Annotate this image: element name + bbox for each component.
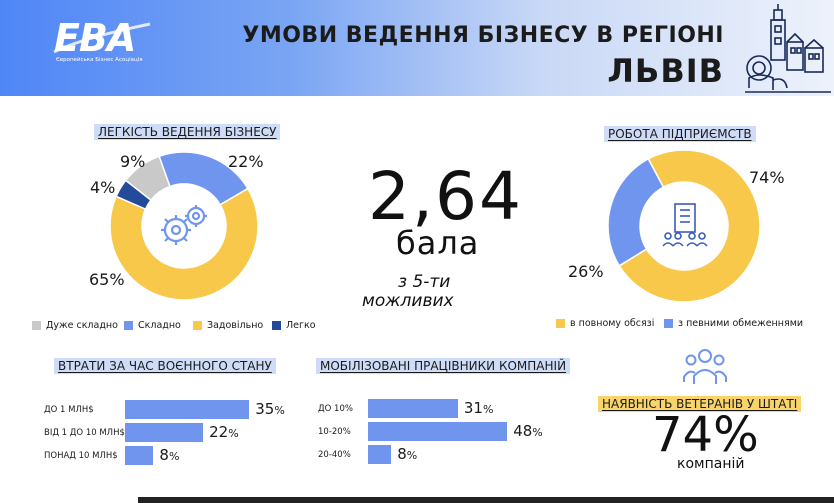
mobilized-title: МОБІЛІЗОВАНІ ПРАЦІВНИКИ КОМПАНІЙ <box>316 358 571 374</box>
operation-pct-full: 74% <box>749 168 785 187</box>
mobilized-label-1: 10-20% <box>318 427 351 437</box>
score-note-line1: з 5-ти <box>398 272 451 292</box>
losses-bar-1 <box>125 423 204 442</box>
losses-value-1: 22% <box>209 423 239 441</box>
ease-pct-hard: 22% <box>228 152 264 171</box>
losses-bar-0 <box>125 400 250 419</box>
bottom-dark-strip <box>138 497 834 503</box>
mobilized-value-2: 8% <box>397 445 418 463</box>
losses-label-2: ПОНАД 10 МЛН$ <box>44 451 118 461</box>
eba-logo-mark <box>53 22 151 54</box>
eba-logo: EBA <box>54 16 136 60</box>
mobilized-bar-1 <box>368 422 508 441</box>
operation-pct-limited: 26% <box>568 262 604 281</box>
page-title: УМОВИ ВЕДЕННЯ БІЗНЕСУ В РЕГІОНІ <box>242 23 724 48</box>
veterans-value: 74% <box>652 407 759 463</box>
operation-donut-chart <box>608 150 760 302</box>
ease-pct-easy: 4% <box>90 178 116 197</box>
mobilized-label-2: 20-40% <box>318 450 351 460</box>
lviv-lion-city-icon <box>745 4 831 93</box>
ease-pct-satisfactory: 65% <box>89 270 125 289</box>
losses-title: ВТРАТИ ЗА ЧАС ВОЄННОГО СТАНУ <box>54 358 276 374</box>
mobilized-bar-0 <box>368 399 458 418</box>
ease-legend-easy: Легко <box>272 320 316 331</box>
mobilized-value-1: 48% <box>513 422 543 440</box>
ease-donut-chart <box>110 152 258 300</box>
losses-label-1: ВІД 1 ДО 10 МЛН$ <box>44 428 125 438</box>
ease-title: ЛЕГКІСТЬ ВЕДЕННЯ БІЗНЕСУ <box>94 124 281 140</box>
operation-slice-1 <box>608 157 665 267</box>
operation-legend-limited: з певними обмеженнями <box>664 318 803 329</box>
mobilized-bar-2 <box>368 445 392 464</box>
ease-slice-2 <box>110 187 258 300</box>
ease-pct-very-hard: 9% <box>120 152 146 171</box>
score-unit: бала <box>396 224 480 262</box>
score-value: 2,64 <box>368 158 523 235</box>
operation-title: РОБОТА ПІДПРИЄМСТВ <box>604 126 756 142</box>
losses-value-0: 35% <box>255 400 285 418</box>
city-title: ЛЬВІВ <box>607 52 724 90</box>
office-building-icon <box>662 203 708 247</box>
operation-slice-0 <box>618 150 760 302</box>
header-banner: EBA Європейська Бізнес Асоціація УМОВИ В… <box>0 0 834 96</box>
veterans-subtitle: компаній <box>677 456 745 472</box>
mobilized-label-0: ДО 10% <box>318 404 353 414</box>
gears-icon <box>161 205 207 245</box>
people-group-icon <box>683 349 727 384</box>
losses-value-2: 8% <box>159 446 180 464</box>
ease-slice-3 <box>115 179 152 211</box>
eba-logo-subtitle: Європейська Бізнес Асоціація <box>56 57 143 63</box>
ease-legend-hard: Складно <box>124 320 181 331</box>
losses-bar-2 <box>125 446 154 465</box>
losses-label-0: ДО 1 МЛН$ <box>44 405 94 415</box>
operation-legend-full: в повному обсязі <box>556 318 654 329</box>
score-note-line2: можливих <box>362 291 454 311</box>
mobilized-value-0: 31% <box>463 399 494 417</box>
veterans-title: НАЯВНІСТЬ ВЕТЕРАНІВ У ШТАТІ <box>598 396 802 412</box>
ease-legend-very-hard: Дуже складно <box>32 320 118 331</box>
ease-legend-satisfactory: Задовільно <box>193 320 263 331</box>
